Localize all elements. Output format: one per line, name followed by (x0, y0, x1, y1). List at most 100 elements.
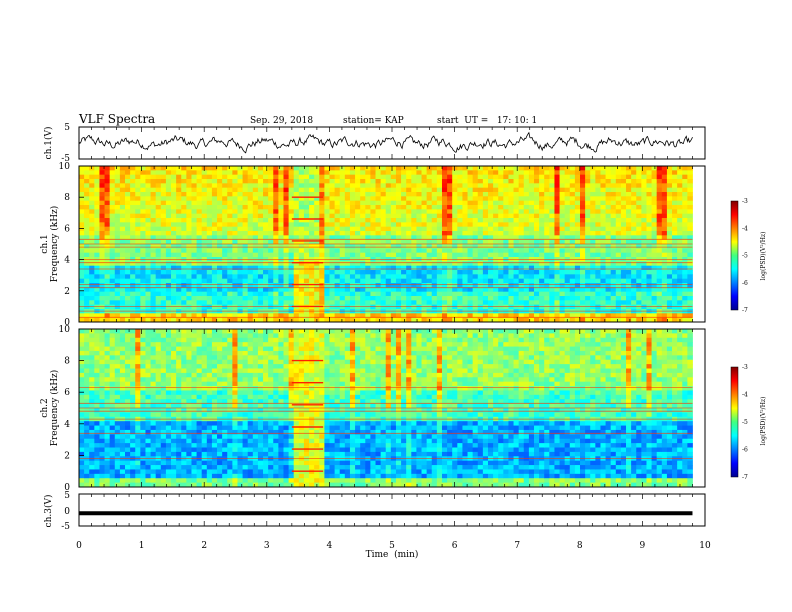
spectrogram-cell (79, 329, 85, 334)
spectrogram-cell (201, 231, 208, 236)
spectrogram-cell (191, 192, 197, 197)
spectrogram-cell (580, 183, 586, 189)
spectrogram-cell (523, 205, 530, 210)
spectrogram-cell (298, 283, 305, 288)
spectrogram-cell (79, 390, 85, 396)
spectrogram-cell (426, 252, 433, 258)
spectrogram-cell (89, 386, 95, 391)
spectrogram-cell (278, 248, 284, 254)
spectrogram-cell (528, 166, 535, 171)
spectrogram-cell (518, 192, 525, 197)
spectrogram-cell (125, 179, 131, 184)
spectrogram-cell (165, 192, 172, 197)
spectrogram-cell (462, 196, 468, 202)
spectrogram-cell (130, 408, 136, 413)
spectrogram-cell (503, 222, 509, 228)
spectrogram-cell (677, 265, 683, 271)
spectrogram-cell (390, 209, 397, 215)
spectrogram-cell (94, 304, 100, 310)
spectrogram-cell (452, 235, 458, 241)
spectrogram-cell (181, 218, 187, 223)
spectrogram-cell (498, 170, 504, 176)
spectrogram-cell (135, 451, 141, 457)
spectrogram-cell (211, 226, 218, 232)
spectrogram-cell (493, 196, 499, 202)
spectrogram-cell (217, 252, 223, 258)
spectrogram-cell (145, 244, 151, 249)
spectrogram-cell (656, 226, 663, 232)
spectrogram-cell (539, 270, 545, 275)
spectrogram-cell (390, 317, 397, 323)
spectrogram-cell (232, 252, 238, 258)
spectrogram-cell (94, 283, 100, 288)
spectrogram-cell (513, 278, 520, 284)
spectrogram-cell (273, 244, 279, 249)
spectrogram-cell (401, 270, 407, 275)
spectrogram-cell (314, 291, 320, 297)
spectrogram-cell (390, 200, 397, 206)
spectrogram-cell (130, 226, 136, 232)
spectrogram-cell (600, 270, 606, 275)
spectrogram-cell (160, 399, 167, 405)
spectrogram-cell (273, 274, 279, 280)
spectrogram-cell (661, 192, 668, 197)
spectrogram-cell (493, 317, 499, 323)
spectrogram-cell (390, 283, 397, 288)
spectrogram-cell (390, 183, 397, 189)
spectrogram-cell (186, 226, 192, 232)
spectrogram-cell (150, 200, 157, 206)
spectrogram-cell (605, 248, 612, 254)
spectrogram-cell (467, 231, 474, 236)
spectrogram-cell (441, 313, 448, 319)
spectrogram-cell (646, 287, 652, 293)
spectrogram-cell (268, 174, 274, 180)
spectrogram-cell (411, 287, 417, 293)
spectrogram-cell (94, 244, 100, 249)
spectrogram-cell (472, 317, 479, 323)
freq-tick-label: 2 (64, 287, 70, 297)
spectrogram-cell (242, 283, 249, 288)
spectrogram-cell (395, 192, 402, 197)
spectrogram-cell (385, 244, 392, 249)
spectrogram-cell (125, 239, 131, 245)
spectrogram-cell (109, 287, 116, 293)
spectrogram-cell (232, 231, 238, 236)
spectrogram-cell (283, 304, 289, 310)
spectrogram-cell (411, 222, 417, 228)
spectrogram-cell (130, 196, 136, 202)
spectrogram-cell (309, 179, 315, 184)
spectrogram-cell (528, 291, 535, 297)
spectrogram-cell (672, 170, 678, 176)
spectrogram-cell (104, 231, 111, 236)
spectrogram-cell (283, 200, 289, 206)
spectrogram-cell (222, 226, 228, 232)
spectrogram-cell (580, 270, 586, 275)
spectrogram-cell (620, 235, 627, 241)
spectrogram-cell (181, 213, 187, 219)
spectrogram-cell (114, 368, 121, 374)
spectrogram-cell (324, 209, 330, 215)
spectrogram-cell (677, 291, 683, 297)
spectrogram-cell (447, 187, 453, 193)
spectrogram-cell (559, 235, 566, 241)
spectrogram-cell (150, 465, 157, 470)
spectrogram-cell (247, 192, 254, 197)
spectrogram-cell (309, 213, 315, 219)
spectrogram-cell (666, 300, 673, 306)
spectrogram-cell (176, 261, 182, 267)
spectrogram-cell (395, 248, 402, 254)
spectrogram-cell (94, 390, 100, 396)
spectrogram-cell (360, 196, 366, 202)
spectrogram-cell (191, 183, 197, 189)
spectrogram-cell (135, 218, 141, 223)
spectrogram-cell (135, 355, 141, 361)
spectrogram-cell (426, 283, 433, 288)
spectrogram-cell (493, 287, 499, 293)
spectrogram-cell (677, 192, 683, 197)
spectrogram-cell (211, 265, 218, 271)
spectrogram-cell (452, 313, 458, 319)
spectrogram-cell (191, 239, 197, 245)
spectrogram-cell (656, 239, 663, 245)
spectrogram-cell (457, 278, 463, 284)
spectrogram-cell (196, 218, 203, 223)
